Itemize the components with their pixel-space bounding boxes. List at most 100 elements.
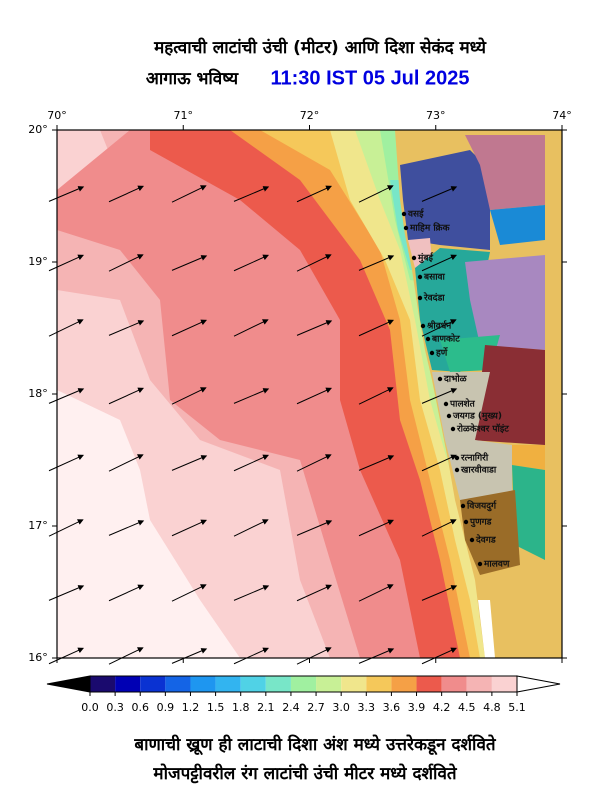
arrow [421, 454, 457, 472]
arrow [421, 254, 457, 272]
place-dot [446, 413, 452, 419]
direction-arrows [48, 185, 458, 665]
axis-ticks: 70° 71° 72° 73° 74° 20° 19° 18° 17° 16° [28, 109, 572, 664]
colorbar-bin [441, 676, 467, 692]
arrow [48, 647, 84, 665]
arrow [171, 255, 208, 271]
colorbar-bin [190, 676, 216, 692]
arrow [358, 648, 395, 664]
colorbar-label: 0.9 [157, 701, 175, 714]
place-dot [454, 455, 460, 461]
lon-label: 70° [47, 109, 67, 122]
lat-label: 19° [28, 255, 48, 268]
place-label: दाभोळ [443, 373, 468, 385]
place-label: रोळकेश्वर पॉइंट [456, 423, 509, 435]
footnote: बाणाची ख्रूण ही लाटाची दिशा अंश मध्ये उत… [133, 734, 496, 756]
arrow [358, 387, 394, 405]
colorbar-label: 4.5 [458, 701, 476, 714]
place-dot [429, 350, 435, 356]
arrow [296, 647, 332, 665]
subtitle: आगाऊ भविष्य [146, 68, 239, 89]
arrow [48, 186, 85, 202]
colorbar-bin [366, 676, 392, 692]
colorbar-label: 1.5 [207, 701, 225, 714]
colorbar-bin [115, 676, 141, 692]
arrow [171, 519, 207, 537]
colorbar-bin [240, 676, 266, 692]
place-label: देवगड [475, 534, 497, 546]
wave-field [57, 130, 562, 658]
colorbar-under [46, 675, 91, 693]
place-dot [450, 426, 456, 432]
colorbar-label: 1.8 [232, 701, 250, 714]
place-dot [401, 211, 407, 217]
arrow [233, 388, 270, 404]
colorbar-bin [165, 676, 191, 692]
arrow [421, 585, 458, 601]
arrow [171, 185, 207, 203]
place-label: मुंबई [417, 252, 434, 264]
arrow [48, 585, 85, 601]
place-label: वसई [407, 208, 425, 220]
arrow [233, 519, 269, 537]
place-dot [443, 401, 449, 407]
forecast-time: 11:30 IST 05 Jul 2025 [270, 67, 469, 89]
arrow [108, 185, 144, 203]
place-dot [463, 519, 469, 525]
arrow [296, 387, 332, 405]
arrow [108, 320, 145, 336]
arrow [108, 584, 144, 602]
place-label: बाणकोट [431, 333, 460, 345]
colorbar-bin [290, 676, 317, 692]
arrow [358, 519, 394, 537]
lon-label: 72° [300, 109, 320, 122]
colorbar-label: 2.7 [307, 701, 325, 714]
colorbar-bin [140, 676, 166, 692]
place-label: रेवदंडा [423, 292, 445, 304]
arrow [421, 319, 457, 337]
colorbar-bin [215, 676, 241, 692]
colorbar-label: 0.6 [131, 701, 149, 714]
colorbar-label: 1.2 [182, 701, 200, 714]
colorbar-frame [89, 675, 518, 693]
arrow [421, 647, 457, 665]
place-dot [417, 274, 423, 280]
colorbar-bin [491, 676, 517, 692]
arrow [358, 455, 395, 471]
arrow [233, 319, 269, 337]
place-label: पुणगड [469, 518, 493, 528]
place-dot [425, 336, 431, 342]
colorbar-bin [316, 676, 342, 692]
arrow [421, 388, 458, 404]
arrow [233, 647, 269, 665]
arrow [358, 319, 394, 337]
place-dot [403, 225, 409, 231]
colorbar-bin [416, 676, 442, 692]
arrow [296, 254, 332, 272]
place-label: हर्णे [435, 347, 448, 359]
lon-label: 74° [552, 109, 572, 122]
place-label: रत्नागिरी [460, 452, 489, 464]
place-label: मालवण [483, 560, 510, 570]
arrow [171, 387, 207, 405]
place-label: खारवीवाडा [460, 464, 497, 476]
place-label: श्रीवर्धन [426, 320, 452, 332]
arrow [358, 185, 394, 203]
place-label: जयगड (मुख्य) [452, 412, 502, 422]
place-label: विजयदुर्ग [466, 500, 497, 512]
place-dot [417, 295, 423, 301]
place-dot [460, 503, 466, 509]
place-dot [469, 537, 475, 543]
arrow [48, 454, 84, 472]
arrow [296, 454, 332, 472]
arrow [108, 647, 144, 665]
arrow [108, 254, 144, 272]
colorbar-over [516, 675, 561, 693]
arrow [296, 520, 333, 536]
arrow [421, 519, 457, 537]
arrow [358, 255, 395, 271]
arrow [48, 254, 84, 272]
arrow [171, 584, 207, 602]
place-dot [420, 323, 426, 329]
lon-label: 71° [174, 109, 194, 122]
